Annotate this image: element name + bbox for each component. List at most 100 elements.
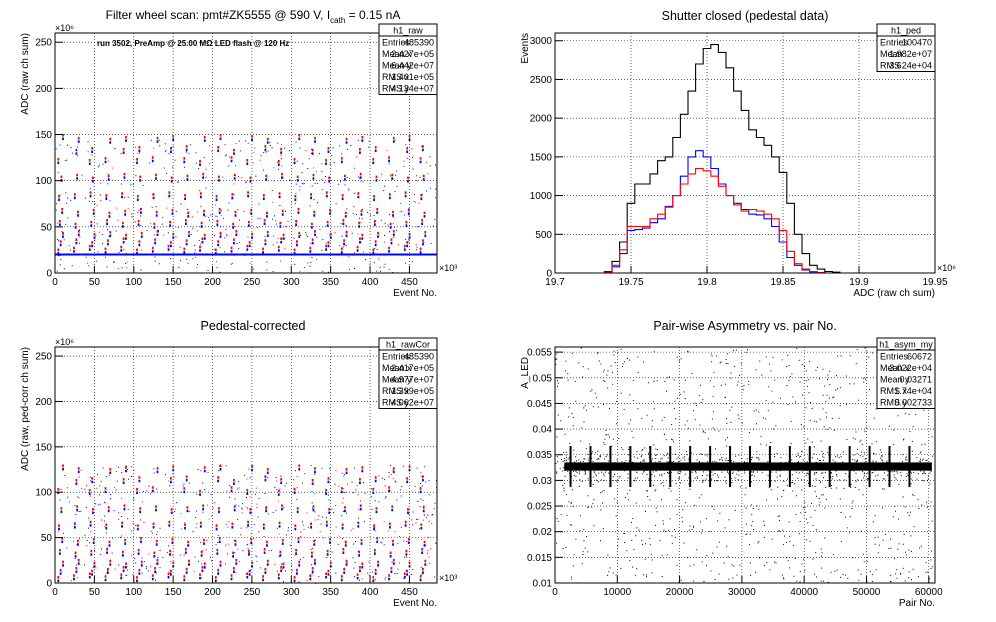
scatter-point xyxy=(814,485,816,487)
scatter-point xyxy=(795,455,797,457)
cluster-mark-blue xyxy=(377,564,379,567)
scatter-point xyxy=(395,174,397,176)
scatter-point xyxy=(743,464,745,466)
scatter-point xyxy=(78,476,80,478)
cluster-mark-red xyxy=(389,222,392,226)
scatter-point xyxy=(900,573,902,575)
scatter-point xyxy=(253,151,255,153)
scatter-point xyxy=(67,197,69,199)
scatter-point xyxy=(346,562,348,564)
cluster-mark-blue xyxy=(167,575,170,579)
scatter-point xyxy=(882,461,884,463)
scatter-point xyxy=(875,569,877,571)
scatter-point xyxy=(338,535,340,537)
scatter-point xyxy=(557,520,559,522)
scatter-point xyxy=(245,496,247,498)
scatter-point xyxy=(603,489,605,491)
cluster-mark-blue xyxy=(278,195,281,199)
scatter-point xyxy=(94,239,96,241)
scatter-point xyxy=(842,451,844,453)
scatter-point xyxy=(571,475,573,477)
scatter-point xyxy=(318,153,320,155)
x-axis-label: ADC (raw ch sum) xyxy=(853,288,935,299)
scatter-point xyxy=(858,489,860,491)
scatter-point xyxy=(612,467,614,469)
scatter-point xyxy=(822,468,824,470)
cluster-mark-red xyxy=(377,560,379,564)
scatter-point xyxy=(346,148,348,150)
scatter-point xyxy=(693,580,695,582)
cluster-mark-red xyxy=(218,175,220,179)
scatter-point xyxy=(307,235,309,237)
scatter-point xyxy=(926,469,928,471)
plot-frame xyxy=(554,346,936,584)
scatter-point xyxy=(403,578,405,580)
scatter-point xyxy=(872,452,874,454)
scatter-point xyxy=(885,467,887,469)
scatter-point xyxy=(718,430,720,432)
scatter-point xyxy=(75,180,77,182)
scatter-point xyxy=(256,507,258,509)
scatter-point xyxy=(792,396,794,398)
scatter-point xyxy=(299,270,301,272)
scatter-point xyxy=(794,557,796,559)
scatter-point xyxy=(838,479,840,481)
scatter-point xyxy=(609,464,611,466)
scatter-point xyxy=(748,432,750,434)
scatter-point xyxy=(192,258,194,260)
scatter-point xyxy=(193,570,195,572)
scatter-point xyxy=(131,530,133,532)
scatter-point xyxy=(186,208,188,210)
scatter-point xyxy=(358,509,360,511)
cluster-mark-blue xyxy=(168,194,171,198)
scatter-point xyxy=(435,542,437,544)
scatter-point xyxy=(182,485,184,487)
scatter-point xyxy=(398,562,400,564)
cluster-mark-red xyxy=(309,574,312,577)
scatter-point xyxy=(580,468,582,470)
scatter-point xyxy=(873,479,875,481)
scatter-point xyxy=(247,548,249,550)
cluster-mark-red xyxy=(215,195,218,198)
cluster-mark-red xyxy=(216,548,219,552)
scatter-point xyxy=(753,475,755,477)
scatter-point xyxy=(801,450,803,452)
scatter-point xyxy=(115,489,117,491)
scatter-point xyxy=(853,383,855,385)
scatter-point xyxy=(824,537,826,539)
cluster-mark-blue xyxy=(106,242,109,246)
cluster-mark-blue xyxy=(138,572,141,575)
scatter-point xyxy=(669,518,671,520)
scatter-point xyxy=(607,554,609,556)
scatter-point xyxy=(274,487,276,489)
scatter-point xyxy=(763,565,765,567)
cluster-mark-red xyxy=(152,193,155,196)
scatter-point xyxy=(582,376,584,378)
scatter-point xyxy=(640,456,642,458)
cluster-mark-red xyxy=(105,194,108,197)
scatter-point xyxy=(66,202,68,204)
cluster-mark-red xyxy=(184,219,187,222)
scatter-point xyxy=(575,475,577,477)
scatter-point xyxy=(839,498,841,500)
scatter-point xyxy=(665,439,667,441)
scatter-point xyxy=(135,562,137,564)
scatter-point xyxy=(238,242,240,244)
scatter-point xyxy=(595,469,597,471)
scatter-point xyxy=(654,524,656,526)
scatter-point xyxy=(624,497,626,499)
scatter-point xyxy=(257,516,259,518)
scatter-point xyxy=(603,369,605,371)
scatter-point xyxy=(302,183,304,185)
scatter-point xyxy=(564,466,566,468)
scatter-point xyxy=(305,232,307,234)
scatter-point xyxy=(846,439,848,441)
scatter-point xyxy=(756,464,758,466)
cluster-mark-red xyxy=(392,539,394,543)
scatter-point xyxy=(777,468,779,470)
scatter-point xyxy=(836,455,838,457)
stats-label: Mean x xyxy=(382,363,412,373)
scatter-point xyxy=(276,488,278,490)
scatter-point xyxy=(603,475,605,477)
scatter-point xyxy=(661,419,663,421)
